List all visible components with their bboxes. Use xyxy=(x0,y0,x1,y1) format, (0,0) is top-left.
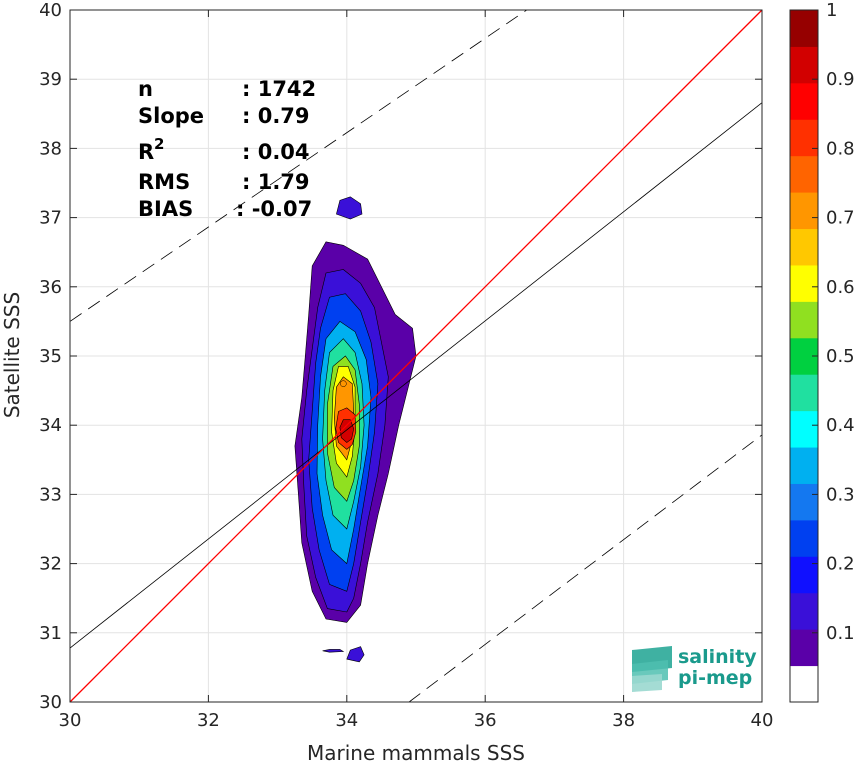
y-tick-label: 30 xyxy=(39,692,62,713)
x-tick-label: 36 xyxy=(474,710,497,731)
y-tick-label: 31 xyxy=(39,623,62,644)
x-axis-label: Marine mammals SSS xyxy=(307,741,525,764)
logo-waves-icon xyxy=(632,646,672,692)
logo-line1: salinity xyxy=(678,646,757,668)
colorbar-tick-label: 0.4 xyxy=(826,415,855,436)
colorbar-segment xyxy=(790,10,818,47)
colorbar-segment xyxy=(790,410,818,448)
density-contours xyxy=(294,196,417,663)
colorbar-tick-label: 0.9 xyxy=(826,69,855,90)
x-tick-label: 40 xyxy=(751,710,774,731)
logo-line2: pi-mep xyxy=(678,667,752,689)
x-tick-labels: 30 32 34 36 38 40 xyxy=(59,710,774,731)
colorbar-segment xyxy=(790,192,818,230)
stat-r2-value: : 0.04 xyxy=(242,140,310,164)
colorbar-segment xyxy=(790,301,818,339)
y-tick-label: 32 xyxy=(39,554,62,575)
identity-line xyxy=(69,9,763,703)
colorbar-tick-label: 0.2 xyxy=(826,554,855,575)
colorbar-segment xyxy=(790,374,818,412)
stat-rms-label: RMS xyxy=(138,170,190,194)
colorbar-tick-label: 0.8 xyxy=(826,138,855,159)
reference-lines xyxy=(69,9,763,703)
colorbar-tick-labels: 0.1 0.2 0.3 0.4 0.5 0.6 0.7 0.8 0.9 1 xyxy=(826,0,855,644)
x-tick-label: 32 xyxy=(197,710,220,731)
y-tick-label: 40 xyxy=(39,0,62,21)
colorbar-segment xyxy=(790,665,818,703)
grid-lines xyxy=(69,9,763,703)
colorbar-tick-label: 0.6 xyxy=(826,277,855,298)
y-tick-label: 35 xyxy=(39,346,62,367)
x-tick-label: 30 xyxy=(59,710,82,731)
salinity-pimep-logo: salinity pi-mep xyxy=(632,646,757,692)
colorbar-tick-label: 0.5 xyxy=(826,346,855,367)
colorbar-segment xyxy=(790,556,818,594)
stat-rms-value: : 1.79 xyxy=(242,170,310,194)
colorbar-tick-label: 0.1 xyxy=(826,623,855,644)
colorbar-segment xyxy=(790,519,818,557)
x-tick-label: 38 xyxy=(612,710,635,731)
y-tick-labels: 30 31 32 33 34 35 36 37 38 39 40 xyxy=(39,0,62,713)
stat-n-label: n xyxy=(138,77,153,101)
colorbar-segment xyxy=(790,46,818,84)
colorbar-segment xyxy=(790,264,818,302)
y-tick-label: 38 xyxy=(39,138,62,159)
density-island xyxy=(322,649,345,653)
y-axis-label: Satellite SSS xyxy=(0,292,24,418)
upper-dashed-line xyxy=(69,9,527,322)
colorbar-segment xyxy=(790,155,818,193)
stat-bias-value: : -0.07 xyxy=(236,197,312,221)
stat-slope-label: Slope xyxy=(138,104,204,128)
colorbar-tick-label: 1 xyxy=(826,0,837,21)
axes xyxy=(69,9,763,703)
density-island xyxy=(336,196,363,220)
colorbar-segment xyxy=(790,629,818,667)
colorbar xyxy=(789,9,819,703)
x-tick-label: 34 xyxy=(335,710,358,731)
colorbar-segment xyxy=(790,119,818,157)
y-tick-label: 37 xyxy=(39,208,62,229)
stat-bias-label: BIAS xyxy=(138,197,193,221)
colorbar-segment xyxy=(790,82,818,120)
colorbar-segment xyxy=(790,228,818,266)
density-island xyxy=(346,646,365,663)
density-peak-secondary xyxy=(340,380,347,387)
colorbar-tick-label: 0.3 xyxy=(826,484,855,505)
stat-r2-label: R xyxy=(138,140,154,164)
regression-fit-line xyxy=(69,102,763,649)
colorbar-segment xyxy=(790,592,818,630)
colorbar-segment xyxy=(790,483,818,521)
y-tick-label: 36 xyxy=(39,277,62,298)
lower-dashed-line xyxy=(408,434,763,703)
stats-annotation: n : 1742 Slope : 0.79 R 2 : 0.04 RMS : 1… xyxy=(138,77,316,221)
stat-r2-superscript: 2 xyxy=(154,135,164,153)
y-tick-label: 39 xyxy=(39,69,62,90)
y-tick-label: 34 xyxy=(39,415,62,436)
stat-slope-value: : 0.79 xyxy=(242,104,310,128)
colorbar-tick-label: 0.7 xyxy=(826,208,855,229)
colorbar-segment xyxy=(790,447,818,484)
y-tick-label: 33 xyxy=(39,484,62,505)
density-contour-0.95 xyxy=(339,419,355,443)
stat-n-value: : 1742 xyxy=(242,77,316,101)
